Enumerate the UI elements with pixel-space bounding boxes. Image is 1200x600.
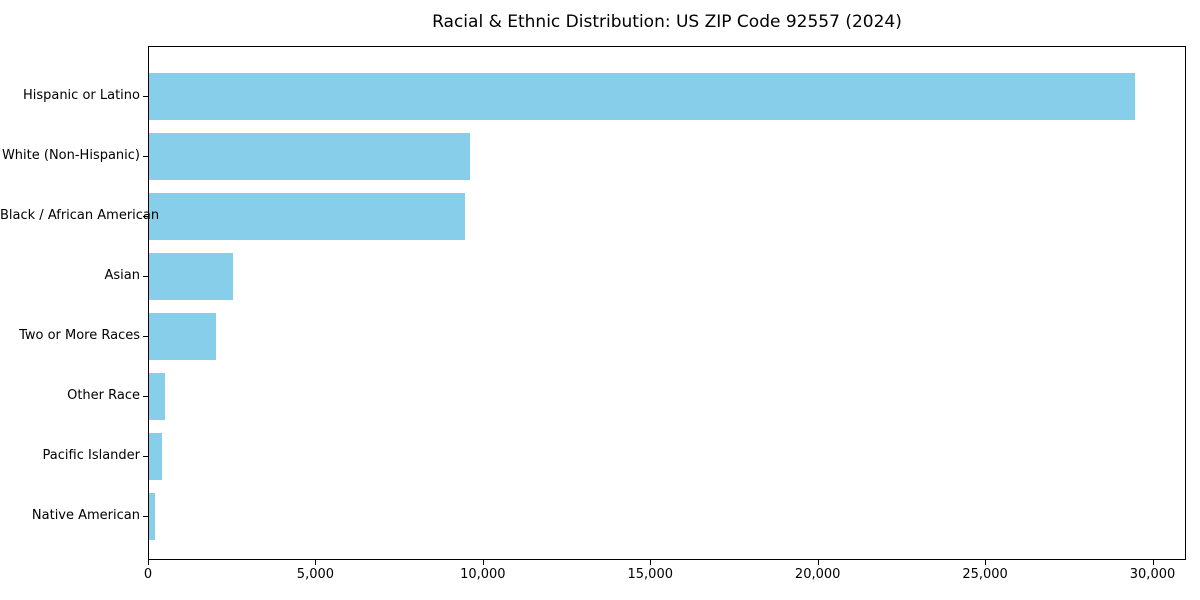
- x-tick-label: 5,000: [296, 567, 335, 582]
- bar-row: [149, 67, 1185, 127]
- y-tick-mark: [143, 276, 148, 277]
- y-tick-mark: [143, 96, 148, 97]
- y-axis-label: Black / African American: [0, 208, 160, 223]
- y-axis-label: Native American: [31, 508, 140, 523]
- plot-area: [148, 46, 1186, 560]
- x-tick-mark: [1152, 560, 1154, 565]
- y-axis-label: Hispanic or Latino: [22, 88, 140, 103]
- y-tick-mark: [143, 336, 148, 337]
- x-tick-mark: [482, 560, 484, 565]
- y-tick-mark: [143, 516, 148, 517]
- y-axis-label: Other Race: [67, 388, 140, 403]
- y-axis-label: Asian: [104, 268, 140, 283]
- bar-row: [149, 427, 1185, 487]
- y-tick-mark: [143, 216, 148, 217]
- bar-other-race: [149, 373, 166, 420]
- x-tick-mark: [985, 560, 987, 565]
- bar-pacific-islander: [149, 433, 163, 480]
- bar-native-american: [149, 493, 156, 540]
- y-tick-mark: [143, 396, 148, 397]
- bar-black-african-american: [149, 193, 465, 240]
- y-axis-label: Pacific Islander: [42, 448, 140, 463]
- x-tick-mark: [148, 560, 149, 565]
- x-tick-label: 25,000: [962, 567, 1008, 582]
- x-tick-mark: [650, 560, 652, 565]
- bar-row: [149, 307, 1185, 367]
- bar-hispanic-or-latino: [149, 73, 1135, 120]
- bar-asian: [149, 253, 233, 300]
- bar-row: [149, 247, 1185, 307]
- bar-row: [149, 187, 1185, 247]
- chart-title: Racial & Ethnic Distribution: US ZIP Cod…: [432, 12, 902, 32]
- x-tick-label: 10,000: [460, 567, 506, 582]
- bar-row: [149, 127, 1185, 187]
- x-tick-label: 30,000: [1129, 567, 1176, 582]
- x-tick-label: 0: [143, 567, 153, 582]
- y-axis-label: Two or More Races: [19, 328, 140, 343]
- bar-row: [149, 367, 1185, 427]
- y-tick-mark: [143, 156, 148, 157]
- x-tick-label: 20,000: [794, 567, 841, 582]
- x-tick-mark: [817, 560, 819, 565]
- bar-two-or-more-races: [149, 313, 216, 360]
- x-tick-mark: [315, 560, 317, 565]
- bar-row: [149, 487, 1185, 547]
- y-tick-mark: [143, 456, 148, 457]
- y-axis-label: White (Non-Hispanic): [1, 148, 140, 163]
- x-tick-label: 15,000: [627, 567, 674, 582]
- bar-white-non-hispanic: [149, 133, 470, 180]
